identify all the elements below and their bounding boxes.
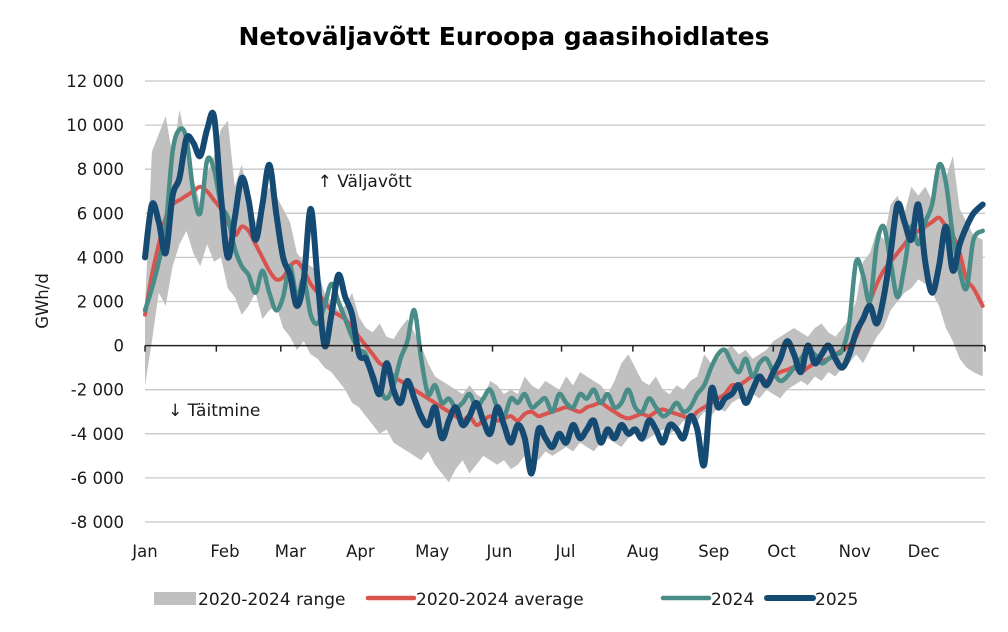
- x-tick-label: Aug: [627, 542, 659, 561]
- x-tick-label: May: [415, 542, 449, 561]
- legend-label: 2020-2024 range: [198, 590, 346, 610]
- x-tick-label: Mar: [275, 542, 306, 561]
- legend-swatch-range: [154, 592, 196, 605]
- legend-label: 2024: [711, 590, 754, 610]
- x-axis: [144, 344, 986, 352]
- y-axis-title: GWh/d: [33, 273, 52, 329]
- series-line-2025: [142, 109, 986, 477]
- annotation-label: ↑ Väljavõtt: [318, 172, 412, 192]
- y-tick-label: 0: [114, 337, 125, 356]
- y-tick-label: 8 000: [77, 160, 124, 179]
- annotation-label: ↓ Täitmine: [168, 401, 260, 421]
- y-tick-label: 4 000: [77, 248, 124, 267]
- legend: 2020-2024 range 2020-2024 average 2024 2025: [154, 590, 858, 610]
- legend-label: 2020-2024 average: [416, 590, 584, 610]
- x-tick-label: Sep: [698, 542, 729, 561]
- y-tick-label: -4 000: [71, 425, 124, 444]
- series-line-2024: [142, 126, 985, 419]
- series-lines-group: [142, 109, 986, 477]
- x-tick-labels: Jan Feb Mar Apr May Jun Jul Aug Sep Oct Nov Dec: [131, 542, 939, 561]
- x-tick-label: Jun: [486, 542, 513, 561]
- y-tick-label: 10 000: [66, 116, 124, 135]
- y-tick-labels: 12 000 10 000 8 000 6 000 4 000 2 000 0 -2 000 -…: [66, 72, 124, 532]
- y-tick-label: -6 000: [71, 469, 124, 488]
- y-tick-label: 2 000: [77, 293, 124, 312]
- x-tick-label: Nov: [839, 542, 871, 561]
- x-tick-label: Apr: [346, 542, 375, 561]
- y-tick-label: 6 000: [77, 204, 124, 223]
- x-tick-label: Jul: [555, 542, 576, 561]
- legend-label: 2025: [815, 590, 858, 610]
- series-band-2020-2024-range: [145, 109, 983, 483]
- x-tick-label: Feb: [210, 542, 239, 561]
- x-tick-label: Dec: [908, 542, 940, 561]
- x-tick-label: Oct: [767, 542, 796, 561]
- x-tick-label: Jan: [131, 542, 157, 561]
- y-tick-label: 12 000: [66, 72, 124, 91]
- y-tick-label: -2 000: [71, 381, 124, 400]
- annotations: ↑ Väljavõtt ↓ Täitmine: [168, 172, 412, 421]
- y-tick-label: -8 000: [71, 513, 124, 532]
- chart-title: Netoväljavõtt Euroopa gaasihoidlates: [238, 22, 769, 51]
- range-band-group: [145, 109, 983, 483]
